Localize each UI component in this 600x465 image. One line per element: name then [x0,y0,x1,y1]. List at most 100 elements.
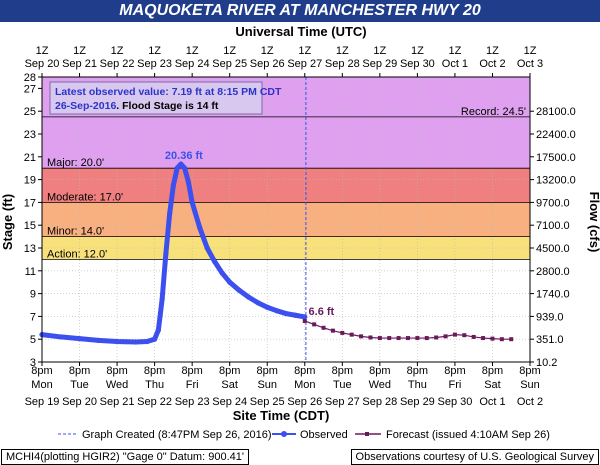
bottom-tick-time: 8pm [69,365,90,377]
y-axis-label-right: Flow (cfs) [587,192,600,253]
forecast-point [415,336,420,341]
top-tick-date: Sep 21 [62,58,97,70]
forecast-point [499,337,504,342]
forecast-point [377,336,382,341]
observed-point [170,182,176,188]
observed-point [219,270,225,276]
forecast-point [340,330,345,335]
forecast-point [312,322,317,327]
forecast-point [406,336,410,341]
y-tick-label-left: 27 [24,83,36,95]
legend-observed-marker [281,431,287,437]
observed-point [159,296,165,302]
bottom-tick-day: Sat [484,379,501,391]
latest-observation-line2: 26-Sep-2016. Flood Stage is 14 ft [55,100,219,112]
bottom-tick-time: 8pm [106,365,127,377]
y-tick-label-left: 21 [24,152,36,164]
top-tick-label: 1Z [261,45,274,57]
observed-point [58,334,64,340]
bottom-tick-time: 8pm [144,365,165,377]
plot-border [41,76,531,363]
forecast-point [481,336,486,341]
y-tick-label-right: 1740.0 [536,289,570,301]
bottom-tick-day: Sun [520,379,540,391]
bottom-tick-date: Sep 24 [212,396,247,408]
y-tick-label-right: 7100.0 [536,220,570,232]
y-tick-label-left: 17 [24,197,36,209]
forecast-point [443,334,448,339]
latest-observation-box [49,81,263,115]
legend-forecast: Forecast (issued 4:10AM Sep 26) [386,429,550,441]
top-tick-date: Sep 25 [212,58,247,70]
observed-point [133,339,139,345]
forecast-point [387,336,392,341]
observed-point [236,287,242,293]
y-tick-label-left: 9 [30,289,36,301]
y-tick-label-right: 351.0 [536,334,564,346]
chart-title: MAQUOKETA RIVER AT MANCHESTER HWY 20 [0,0,600,22]
bottom-tick-day: Wed [106,379,128,391]
bottom-tick-date: Oct 2 [517,396,543,408]
top-tick-label: 1Z [148,45,161,57]
top-tick-label: 1Z [524,45,537,57]
top-tick-label: 1Z [336,45,349,57]
bottom-tick-time: 8pm [294,365,315,377]
forecast-point [509,337,514,342]
category-label-action: Action: 12.0' [47,248,107,260]
forecast-point [302,318,307,323]
y-tick-label-left: 5 [30,334,36,346]
latest-observation-flood-stage: . Flood Stage is 14 ft [116,100,219,112]
y-tick-label-left: 23 [24,129,36,141]
forecast-point [330,328,335,333]
y-axis-label-left: Stage (ft) [0,194,15,250]
bottom-tick-time: 8pm [219,365,240,377]
observed-point [174,165,180,171]
bottom-tick-time: 8pm [444,365,465,377]
y-tick-label-right: 22400.0 [536,129,576,141]
observed-point [178,161,184,167]
bottom-tick-date: Sep 25 [250,396,285,408]
legend-observed: Observed [300,429,348,441]
top-tick-date: Sep 28 [325,58,360,70]
footer-credit: Observations courtesy of U.S. Geological… [350,449,599,465]
bottom-tick-time: 8pm [31,365,52,377]
observed-point [152,336,158,342]
band-minor [42,202,530,237]
y-tick-label-left: 7 [30,311,36,323]
observed-point [255,300,261,306]
observed-point [264,304,270,310]
top-axis-label: Universal Time (UTC) [235,24,366,39]
observed-point [274,308,280,314]
latest-observation-date: 26-Sep-2016 [55,100,116,112]
observed-point [144,338,150,345]
bottom-tick-date: Sep 23 [175,396,210,408]
forecast-point [490,336,495,341]
top-tick-date: Sep 29 [362,58,397,70]
top-tick-date: Sep 24 [175,58,210,70]
top-tick-label: 1Z [36,45,49,57]
bottom-tick-day: Thu [145,379,164,391]
category-label-major: Major: 20.0' [47,157,104,169]
bottom-tick-day: Sun [257,379,277,391]
forecast-point [452,332,457,337]
top-tick-date: Sep 27 [287,58,322,70]
forecast-point [424,336,429,341]
top-tick-label: 1Z [449,45,462,57]
bottom-tick-time: 8pm [519,365,540,377]
bottom-tick-day: Sat [221,379,238,391]
y-tick-label-left: 15 [24,220,36,232]
observed-point [212,259,218,265]
hydrograph-chart: Universal Time (UTC) Record: 24.5' Major:… [0,24,600,441]
observed-point [182,165,188,171]
top-tick-label: 1Z [186,45,199,57]
y-tick-label-right: 4500.0 [536,243,570,255]
y-tick-label-right: 13200.0 [536,175,576,187]
peak-label: 20.36 ft [165,150,203,162]
bottom-tick-time: 8pm [257,365,278,377]
category-label-record: Record: 24.5' [461,106,526,118]
bottom-tick-date: Sep 21 [100,396,135,408]
bottom-tick-time: 8pm [482,365,503,377]
bottom-tick-date: Sep 19 [25,396,60,408]
observed-point [283,310,289,317]
